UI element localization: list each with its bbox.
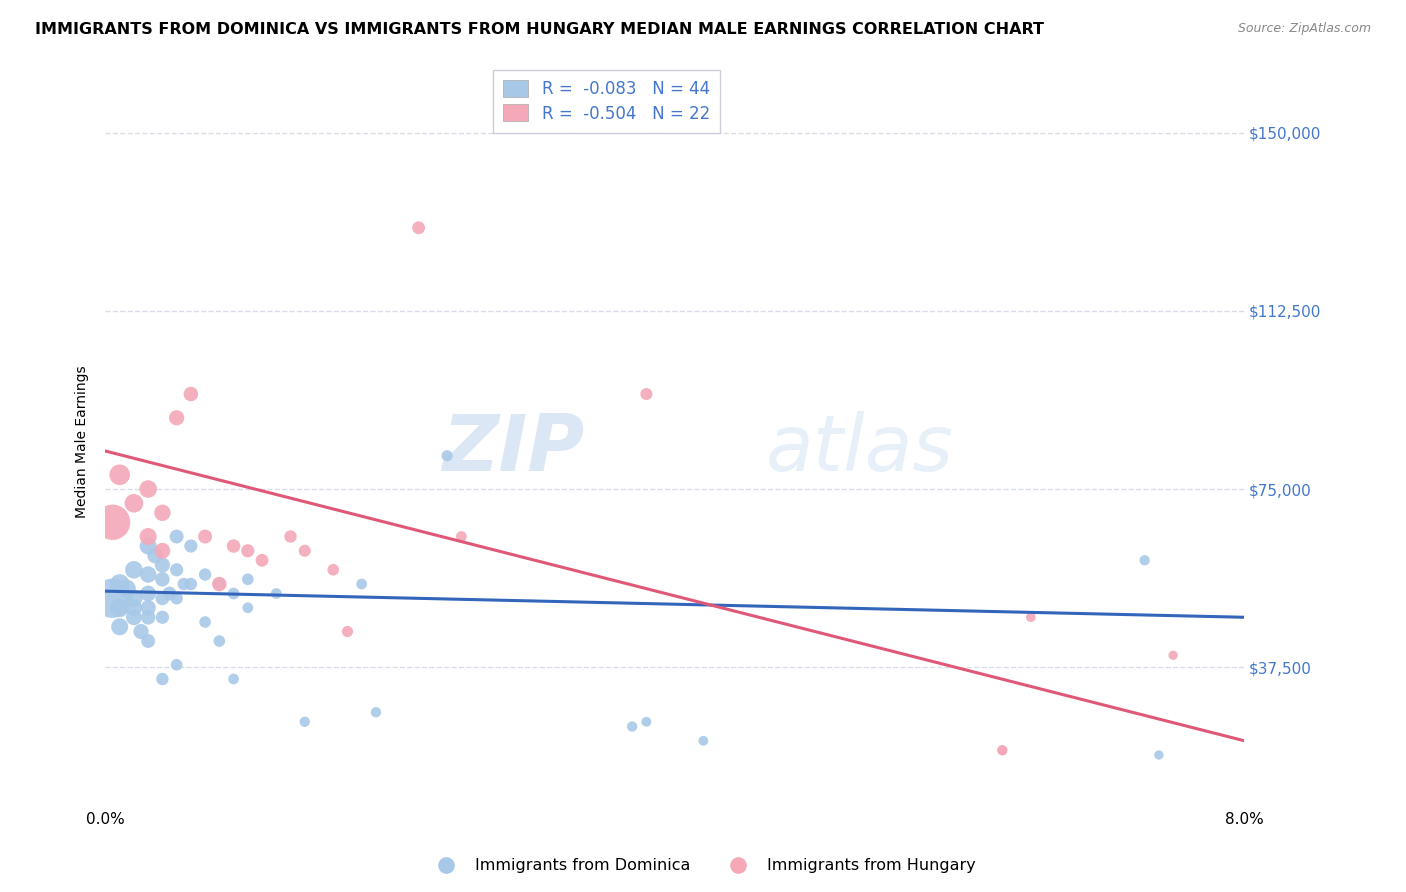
Point [236, 600, 259, 615]
Point [264, 586, 288, 600]
Point [194, 567, 217, 582]
Point [408, 220, 430, 235]
Text: atlas: atlas [766, 411, 953, 487]
Point [159, 586, 181, 600]
Point [136, 610, 159, 624]
Point [621, 719, 644, 733]
Point [115, 582, 138, 596]
Point [180, 387, 202, 401]
Point [692, 733, 714, 747]
Text: IMMIGRANTS FROM DOMINICA VS IMMIGRANTS FROM HUNGARY MEDIAN MALE EARNINGS CORRELA: IMMIGRANTS FROM DOMINICA VS IMMIGRANTS F… [35, 22, 1045, 37]
Point [322, 563, 344, 577]
Point [108, 467, 131, 482]
Point [136, 634, 159, 648]
Point [236, 572, 259, 586]
Legend: Immigrants from Dominica, Immigrants from Hungary: Immigrants from Dominica, Immigrants fro… [423, 852, 983, 880]
Point [166, 529, 188, 543]
Point [122, 610, 145, 624]
Point [152, 591, 174, 606]
Point [991, 743, 1014, 757]
Point [364, 706, 387, 720]
Point [152, 672, 174, 686]
Point [1019, 610, 1042, 624]
Point [280, 529, 302, 543]
Point [152, 558, 174, 572]
Point [636, 714, 658, 729]
Point [136, 482, 159, 496]
Point [208, 577, 231, 591]
Point [208, 634, 231, 648]
Point [250, 553, 273, 567]
Point [136, 567, 159, 582]
Point [152, 610, 174, 624]
Point [136, 529, 159, 543]
Point [152, 543, 174, 558]
Point [166, 410, 188, 425]
Point [152, 572, 174, 586]
Point [194, 529, 217, 543]
Point [152, 506, 174, 520]
Point [1133, 553, 1156, 567]
Y-axis label: Median Male Earnings: Median Male Earnings [76, 365, 90, 518]
Point [180, 577, 202, 591]
Point [136, 600, 159, 615]
Point [122, 600, 145, 615]
Point [294, 714, 316, 729]
Point [450, 529, 472, 543]
Point [166, 591, 188, 606]
Point [101, 591, 124, 606]
Point [222, 586, 245, 600]
Point [436, 449, 458, 463]
Point [194, 615, 217, 629]
Point [180, 539, 202, 553]
Point [101, 516, 124, 530]
Point [350, 577, 373, 591]
Point [222, 672, 245, 686]
Point [236, 543, 259, 558]
Point [136, 539, 159, 553]
Text: Source: ZipAtlas.com: Source: ZipAtlas.com [1237, 22, 1371, 36]
Point [636, 387, 658, 401]
Point [336, 624, 359, 639]
Point [208, 577, 231, 591]
Legend: R =  -0.083   N = 44, R =  -0.504   N = 22: R = -0.083 N = 44, R = -0.504 N = 22 [494, 70, 720, 133]
Point [129, 624, 152, 639]
Point [294, 543, 316, 558]
Text: ZIP: ZIP [441, 411, 583, 487]
Point [108, 600, 131, 615]
Point [173, 577, 195, 591]
Point [222, 539, 245, 553]
Point [108, 577, 131, 591]
Point [166, 563, 188, 577]
Point [136, 586, 159, 600]
Point [1161, 648, 1184, 663]
Point [166, 657, 188, 672]
Point [143, 549, 166, 563]
Point [122, 496, 145, 510]
Point [108, 620, 131, 634]
Point [122, 563, 145, 577]
Point [991, 743, 1014, 757]
Point [122, 591, 145, 606]
Point [1147, 747, 1170, 762]
